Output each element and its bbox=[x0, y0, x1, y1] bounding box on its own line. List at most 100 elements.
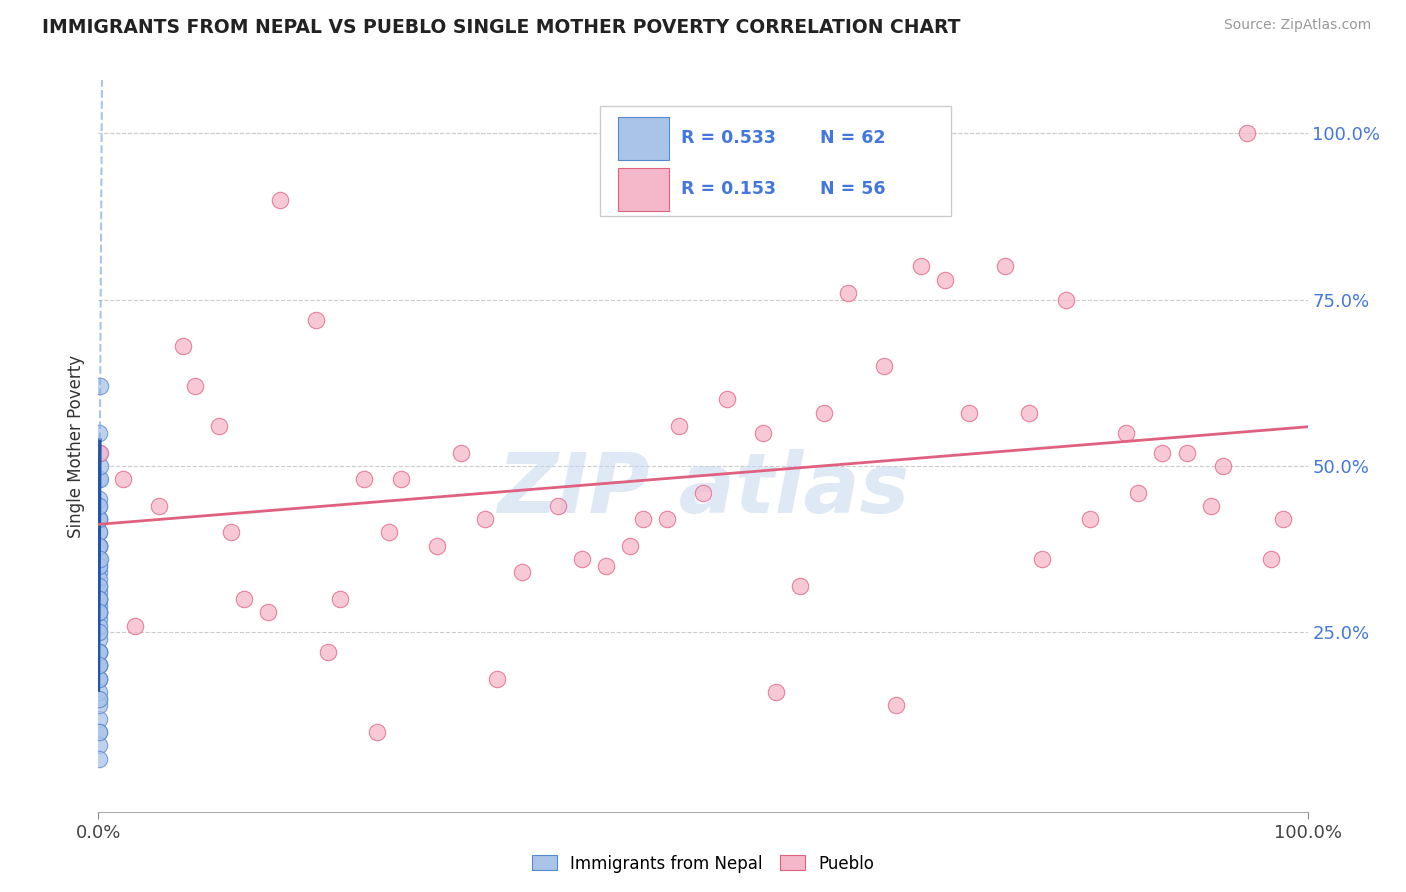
Text: R = 0.533: R = 0.533 bbox=[682, 129, 776, 147]
Point bbox=[957, 406, 980, 420]
Point bbox=[366, 725, 388, 739]
Point bbox=[87, 472, 110, 486]
Point bbox=[765, 685, 787, 699]
Point bbox=[87, 738, 110, 752]
Point bbox=[89, 605, 111, 619]
Point bbox=[232, 591, 254, 606]
Point bbox=[1031, 552, 1053, 566]
Point bbox=[886, 698, 908, 713]
Point bbox=[1128, 485, 1150, 500]
Point bbox=[184, 379, 207, 393]
Point bbox=[89, 445, 111, 459]
Point bbox=[87, 579, 110, 593]
Point bbox=[89, 658, 111, 673]
FancyBboxPatch shape bbox=[619, 117, 669, 160]
Point bbox=[1260, 552, 1282, 566]
Point bbox=[87, 698, 110, 713]
Point bbox=[547, 499, 569, 513]
Point bbox=[87, 525, 110, 540]
Point bbox=[486, 672, 509, 686]
Point bbox=[87, 572, 110, 586]
Text: IMMIGRANTS FROM NEPAL VS PUEBLO SINGLE MOTHER POVERTY CORRELATION CHART: IMMIGRANTS FROM NEPAL VS PUEBLO SINGLE M… bbox=[42, 18, 960, 37]
Point bbox=[87, 612, 110, 626]
Point bbox=[89, 379, 111, 393]
Point bbox=[1272, 512, 1295, 526]
Point bbox=[1115, 425, 1137, 440]
Point bbox=[87, 512, 110, 526]
Point bbox=[1212, 458, 1234, 473]
Point bbox=[426, 539, 449, 553]
Point bbox=[256, 605, 278, 619]
FancyBboxPatch shape bbox=[600, 106, 950, 216]
Point bbox=[124, 618, 146, 632]
Text: Source: ZipAtlas.com: Source: ZipAtlas.com bbox=[1223, 18, 1371, 32]
Point bbox=[87, 672, 110, 686]
Point bbox=[89, 539, 111, 553]
Point bbox=[389, 472, 412, 486]
Point bbox=[172, 339, 194, 353]
Point bbox=[87, 618, 110, 632]
Point bbox=[87, 685, 110, 699]
Point bbox=[510, 566, 533, 580]
Point bbox=[571, 552, 593, 566]
Point bbox=[87, 672, 110, 686]
Point bbox=[813, 406, 835, 420]
Point bbox=[450, 445, 472, 459]
Text: R = 0.153: R = 0.153 bbox=[682, 180, 776, 198]
Point bbox=[87, 539, 110, 553]
Point bbox=[87, 751, 110, 765]
Point bbox=[89, 472, 111, 486]
Point bbox=[87, 691, 110, 706]
Point bbox=[752, 425, 775, 440]
Point bbox=[269, 193, 291, 207]
Point bbox=[208, 419, 231, 434]
Point bbox=[87, 645, 110, 659]
Point bbox=[111, 472, 134, 486]
Point bbox=[87, 658, 110, 673]
Point bbox=[87, 552, 110, 566]
Point bbox=[1054, 293, 1077, 307]
Point bbox=[87, 585, 110, 599]
Point bbox=[87, 725, 110, 739]
Point bbox=[87, 605, 110, 619]
Point bbox=[89, 591, 111, 606]
Point bbox=[87, 725, 110, 739]
Point bbox=[87, 566, 110, 580]
Text: ZIP atlas: ZIP atlas bbox=[496, 450, 910, 531]
Point bbox=[148, 499, 170, 513]
Point bbox=[87, 645, 110, 659]
Text: N = 56: N = 56 bbox=[820, 180, 886, 198]
Point bbox=[89, 525, 111, 540]
Point bbox=[474, 512, 496, 526]
Point bbox=[837, 286, 859, 301]
Point bbox=[305, 312, 328, 326]
Point bbox=[87, 591, 110, 606]
Point bbox=[87, 512, 110, 526]
Point bbox=[87, 539, 110, 553]
Point bbox=[87, 579, 110, 593]
Point bbox=[873, 359, 896, 374]
Point bbox=[89, 425, 111, 440]
Point bbox=[353, 472, 375, 486]
Point bbox=[316, 645, 339, 659]
Point bbox=[595, 558, 617, 573]
Point bbox=[221, 525, 243, 540]
Point bbox=[87, 645, 110, 659]
Point bbox=[87, 591, 110, 606]
Point bbox=[89, 458, 111, 473]
Point bbox=[87, 605, 110, 619]
Point bbox=[87, 632, 110, 646]
Point bbox=[1175, 445, 1198, 459]
Point bbox=[994, 260, 1017, 274]
Point bbox=[1236, 127, 1258, 141]
Point bbox=[329, 591, 352, 606]
Point bbox=[87, 658, 110, 673]
Point bbox=[87, 691, 110, 706]
Point bbox=[87, 552, 110, 566]
Point bbox=[89, 445, 111, 459]
Point bbox=[89, 552, 111, 566]
Point bbox=[89, 492, 111, 507]
Point bbox=[934, 273, 956, 287]
Point bbox=[631, 512, 654, 526]
Point bbox=[87, 625, 110, 640]
